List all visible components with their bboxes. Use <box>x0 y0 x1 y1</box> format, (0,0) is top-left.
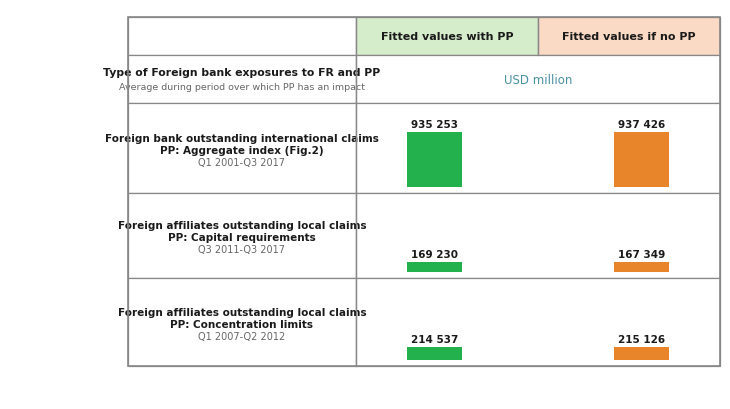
Bar <box>356 56 720 104</box>
Text: PP: Capital requirements: PP: Capital requirements <box>168 233 316 243</box>
Text: 169 230: 169 230 <box>411 249 458 259</box>
Bar <box>407 348 461 360</box>
Text: Average during period over which PP has an impact: Average during period over which PP has … <box>119 83 365 92</box>
Bar <box>128 18 720 366</box>
Bar <box>128 278 356 366</box>
Bar <box>356 18 538 56</box>
Bar <box>407 263 461 272</box>
Text: 215 126: 215 126 <box>618 335 665 344</box>
Bar <box>407 133 461 188</box>
Bar <box>128 104 356 193</box>
Bar <box>356 278 720 366</box>
Text: Foreign affiliates outstanding local claims: Foreign affiliates outstanding local cla… <box>118 307 366 317</box>
Text: Foreign affiliates outstanding local claims: Foreign affiliates outstanding local cla… <box>118 221 366 231</box>
Text: Q1 2007-Q2 2012: Q1 2007-Q2 2012 <box>199 331 285 341</box>
Text: PP: Aggregate index (Fig.2): PP: Aggregate index (Fig.2) <box>160 146 324 155</box>
Text: 935 253: 935 253 <box>411 120 458 130</box>
Bar <box>128 18 356 56</box>
Bar <box>538 18 720 56</box>
Text: 214 537: 214 537 <box>410 335 458 344</box>
Text: Fitted values with PP: Fitted values with PP <box>380 32 513 42</box>
Bar <box>615 263 669 272</box>
Text: Q3 2011-Q3 2017: Q3 2011-Q3 2017 <box>199 245 285 255</box>
Text: PP: Concentration limits: PP: Concentration limits <box>171 319 313 329</box>
Text: Type of Foreign bank exposures to FR and PP: Type of Foreign bank exposures to FR and… <box>104 68 380 78</box>
Text: 167 349: 167 349 <box>618 249 665 260</box>
Text: 937 426: 937 426 <box>618 120 665 130</box>
Bar <box>615 133 669 188</box>
Bar <box>128 56 356 104</box>
Bar <box>356 104 720 193</box>
Text: USD million: USD million <box>504 73 572 86</box>
Bar <box>128 193 356 278</box>
Bar <box>356 193 720 278</box>
Text: Foreign bank outstanding international claims: Foreign bank outstanding international c… <box>105 134 379 144</box>
Text: Q1 2001-Q3 2017: Q1 2001-Q3 2017 <box>199 157 285 168</box>
Text: Fitted values if no PP: Fitted values if no PP <box>562 32 696 42</box>
Bar <box>615 348 669 360</box>
